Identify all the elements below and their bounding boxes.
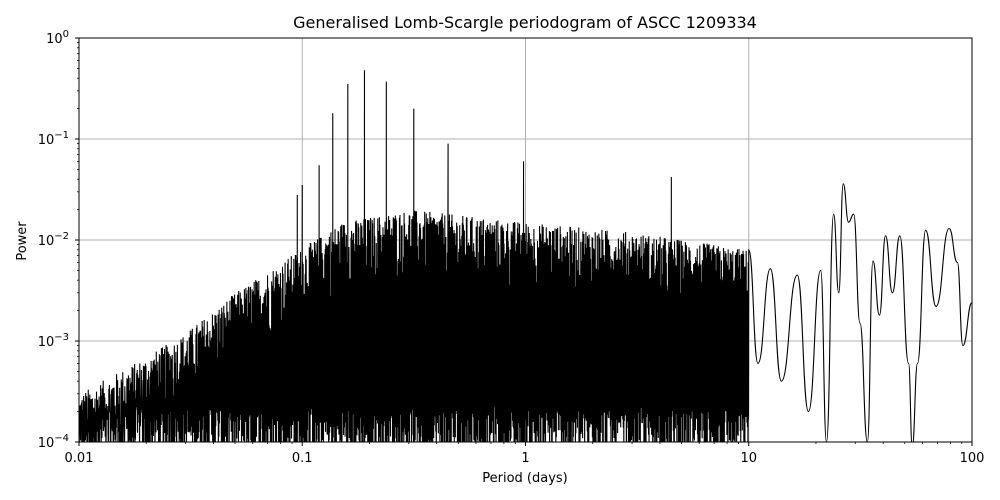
chart-title: Generalised Lomb-Scargle periodogram of … (293, 13, 757, 32)
x-tick-label: 0.1 (292, 451, 313, 466)
series-line-power (79, 70, 972, 442)
y-axis-title: Power (15, 221, 30, 261)
x-tick-label: 10 (740, 451, 757, 466)
x-axis-title: Period (days) (482, 471, 568, 486)
y-tick-label: 10−4 (38, 433, 69, 451)
y-tick-label: 100 (46, 29, 69, 47)
x-tick-label: 1 (521, 451, 529, 466)
x-tick-label: 0.01 (65, 451, 94, 466)
y-axis-ticks: 10−4 10−3 10−2 10−1 100 (38, 29, 79, 451)
x-axis-ticks: 0.01 0.1 1 10 100 (65, 442, 985, 466)
y-tick-label: 10−2 (38, 231, 69, 249)
y-tick-label: 10−1 (38, 130, 69, 148)
y-tick-label: 10−3 (38, 332, 69, 350)
x-tick-label: 100 (960, 451, 985, 466)
